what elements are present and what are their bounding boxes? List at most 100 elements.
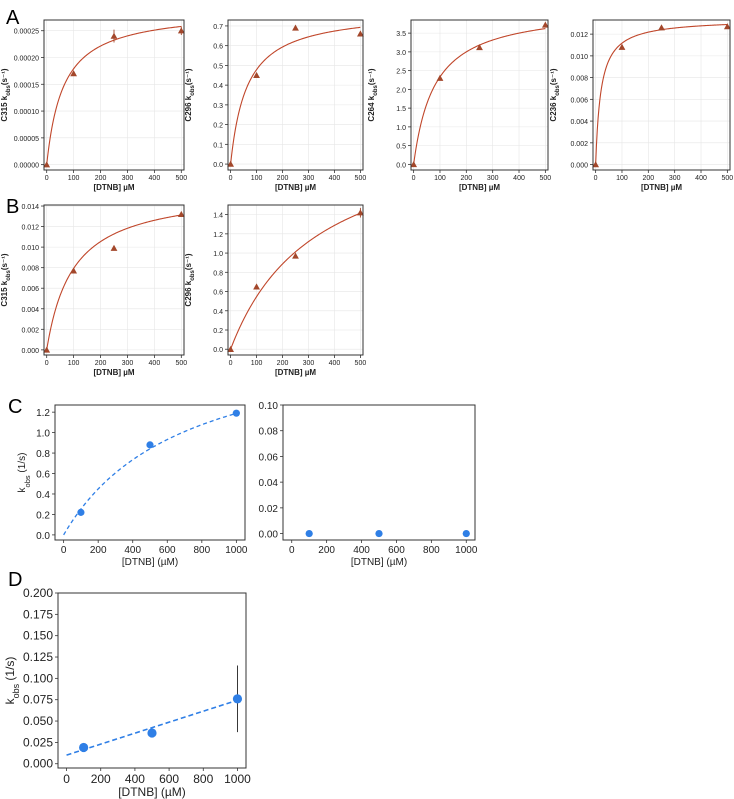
charts: 0 100 200 300 400 5000.000000.000050.000100.0… [0,19,733,799]
x-tick-label: 0 [45,360,49,367]
chart-a4: 0 100 200 300 400 500 0.000 0.002 0.004 0.006 0.00… [549,19,733,192]
y-tick-label: 0.2 [213,123,223,130]
fit-curve [63,412,237,536]
y-tick-label: 0.0 [396,162,406,169]
fit-curve [66,699,238,756]
y-tick-label: 0.0 [36,531,50,542]
data-point [462,529,470,538]
x-tick-label: 0 [229,175,233,182]
plot-area [228,20,363,170]
panel-label-d: D [8,569,22,591]
x-axis-label: [DTNB] µM [93,183,134,192]
y-tick-label: 1.2 [213,232,223,239]
x-tick-label: 100 [251,175,263,182]
x-tick-label: 0 [61,545,67,556]
y-tick-label: 0.8 [213,270,223,277]
y-tick-label: 0.000 [23,757,53,771]
y-label-sub: obs [373,84,379,95]
data-point [541,21,549,28]
y-tick-label: 0.00005 [14,136,39,143]
data-point [177,210,185,217]
x-tick-label: 200 [90,545,107,556]
y-label-sub: obs [23,475,32,487]
y-tick-label: 0.7 [213,24,223,31]
data-point [592,161,600,168]
x-tick-label: 0 [45,175,49,182]
y-axis-label: C296 kobs(s⁻¹) [184,253,196,306]
data-point [305,529,313,538]
x-tick-label: 200 [642,175,654,182]
y-tick-label: 0.150 [23,629,53,643]
plot-area [44,20,184,170]
y-axis-label: C296 kobs(s⁻¹) [184,68,196,121]
data-point [232,694,243,704]
y-tick-label: 0.050 [23,714,53,728]
x-tick-label: 400 [329,175,341,182]
y-label-unit: (1/s) [17,453,28,476]
x-tick-label: 500 [175,360,187,367]
data-point [410,160,418,168]
y-tick-label: 0.002 [21,327,39,334]
y-axis-label: kobs (1/s) [3,657,21,705]
y-tick-label: 0.012 [21,225,39,232]
x-tick-label: 500 [175,175,187,182]
y-axis-label: C264 kobs(s⁻¹) [367,68,379,121]
data-point [232,409,240,417]
y-tick-label: 0.10 [259,401,279,412]
y-tick-label: 0.2 [213,328,223,335]
data-point [70,267,78,274]
y-label-main: C264 k [367,95,376,121]
x-axis-label: [DTNB] µM [93,368,134,377]
data-point [357,209,364,216]
x-tick-label: 100 [68,175,80,182]
y-tick-label: 0.008 [570,76,588,83]
y-tick-label: 0.010 [570,54,588,61]
chart-a3: 0 100 200 300 400 500 0.0 0.5 1.0 1.5 2.0 2.5 3.0 3.5… [367,19,551,192]
data-point [177,27,185,34]
x-tick-label: 1000 [224,772,251,786]
x-tick-label: 100 [616,175,628,182]
x-tick-label: 800 [423,545,440,556]
x-tick-label: 300 [122,360,134,367]
data-point [292,252,299,259]
data-point [77,508,85,516]
y-tick-label: 2.0 [396,87,406,94]
y-tick-label: 0.006 [21,286,39,293]
fit-curve [230,212,361,350]
y-label-main: k [3,697,17,704]
plot-area [44,205,184,355]
plot-frame [54,404,246,541]
y-tick-label: 0.075 [23,693,53,707]
y-label-main: C315 k [0,95,9,121]
chart-a1: 0 100 200 300 400 500 0.00000 0.00005 0.00010 0.0… [0,19,187,192]
y-tick-label: 0.5 [213,63,223,70]
y-axis-label: C236 kobs(s⁻¹) [549,68,561,121]
plot-frame [57,592,247,769]
x-tick-label: 0 [63,772,70,786]
y-tick-label: 0.5 [396,144,406,151]
y-tick-label: 0.012 [570,32,588,39]
y-tick-label: 0.04 [259,478,279,489]
y-tick-label: 0.6 [213,44,223,51]
panel-label-a: A [6,7,20,29]
y-tick-label: 0.006 [570,97,588,104]
data-point [723,23,731,30]
plot-area [411,20,548,170]
plot-frame [227,204,364,356]
data-point [110,244,118,251]
fit-curve [46,214,182,350]
y-tick-label: 0.00025 [14,29,39,36]
data-point [43,346,51,353]
data-point [357,30,364,37]
y-tick-label: 0.0 [213,347,223,354]
y-tick-label: 0.4 [36,490,50,501]
chart-b2: 0 100 200 300 400 500 0.0 0.2 0.4 0.6 0.8 1.0 1.2 1.4… [184,204,366,377]
data-point [375,529,383,538]
y-tick-label: 0.02 [259,504,279,515]
panel-label-c: C [8,396,22,418]
x-tick-label: 800 [193,772,213,786]
y-tick-label: 0.00000 [14,163,39,170]
y-tick-label: 1.5 [396,106,406,113]
y-tick-label: 1.0 [396,125,406,132]
x-tick-label: 200 [91,772,111,786]
